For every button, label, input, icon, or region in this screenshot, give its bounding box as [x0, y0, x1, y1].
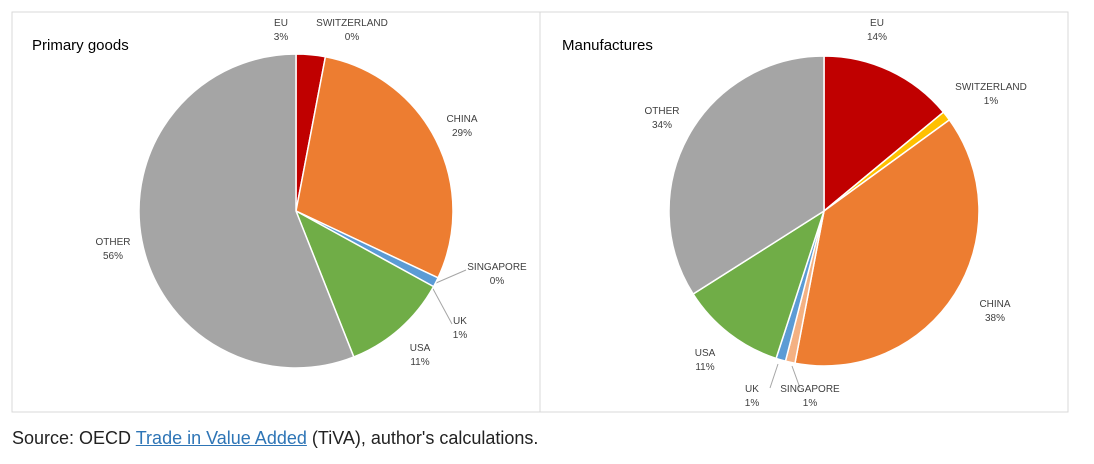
slice-value-label: 3%: [274, 32, 289, 43]
slice-value-label: 1%: [453, 330, 468, 341]
slice-label: OTHER: [645, 106, 680, 117]
source-note: Source: OECD Trade in Value Added (TiVA)…: [12, 428, 538, 449]
slice-value-label: 56%: [103, 251, 123, 262]
slice-label: SINGAPORE: [467, 262, 527, 273]
pie-slice: [692, 209, 826, 360]
slice-label: CHINA: [979, 299, 1010, 310]
source-prefix: Source: OECD: [12, 428, 132, 448]
slice-label: SWITZERLAND: [955, 82, 1027, 93]
pie-slice: [295, 55, 454, 279]
pie-slice: [294, 209, 435, 358]
pie-slice: [823, 55, 945, 213]
slice-label: UK: [745, 384, 759, 395]
slice-value-label: 1%: [803, 398, 818, 409]
slice-label: OTHER: [96, 237, 131, 248]
panel: [539, 11, 1069, 413]
leader-line: [435, 269, 467, 284]
slice-label: EU: [274, 18, 288, 29]
slice-value-label: 0%: [490, 276, 505, 287]
slice-value-label: 1%: [984, 96, 999, 107]
source-suffix: (TiVA), author's calculations.: [311, 428, 539, 448]
pie-slice: [794, 118, 980, 367]
pie-slice: [138, 53, 355, 369]
chart-title: Manufactures: [562, 37, 653, 54]
slice-label: UK: [453, 316, 467, 327]
slice-label: CHINA: [446, 114, 477, 125]
slice-label: USA: [410, 343, 431, 354]
slice-label: SWITZERLAND: [316, 18, 388, 29]
slice-value-label: 11%: [410, 357, 429, 368]
slice-label: USA: [695, 348, 716, 359]
slice-value-label: 0%: [345, 32, 360, 43]
slice-value-label: 11%: [695, 362, 714, 373]
leader-line: [791, 365, 801, 389]
slice-value-label: 1%: [745, 398, 760, 409]
slice-label: SINGAPORE: [780, 384, 840, 395]
source-link[interactable]: Trade in Value Added: [135, 428, 307, 448]
slice-value-label: 34%: [652, 120, 672, 131]
slice-value-label: 38%: [985, 313, 1005, 324]
slice-value-label: 14%: [867, 32, 887, 43]
leader-line: [769, 363, 779, 389]
slice-value-label: 29%: [452, 128, 472, 139]
chart: Primary goods EU 3% SWITZERLAND 0% CHINA 29% SI…: [11, 11, 1069, 413]
slice-label: EU: [870, 18, 884, 29]
chart-title: Primary goods: [32, 37, 129, 54]
pie-slice: [668, 55, 825, 296]
leader-line: [431, 286, 453, 325]
